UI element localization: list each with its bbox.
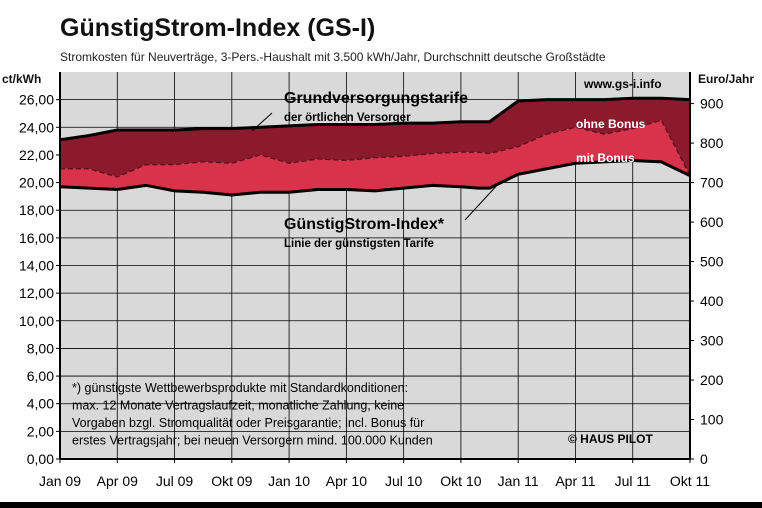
tick-label-left: 14,00: [19, 258, 54, 274]
tick-label-x: Apr 09: [97, 473, 138, 489]
annotation-gsi-title: GünstigStrom-Index*: [284, 216, 445, 233]
leader-grund: [251, 112, 273, 132]
logo-hauspilot: © HAUS PILOT: [568, 432, 654, 446]
tick-label-x: Jul 09: [156, 473, 194, 489]
tick-label-left: 22,00: [19, 147, 54, 163]
right-axis-unit: Euro/Jahr: [698, 72, 755, 86]
website-label: www.gs-i.info: [583, 77, 662, 91]
footnote-line: Vorgaben bzgl. Stromqualität oder Preisg…: [72, 416, 424, 430]
line-grundversorgung: [59, 96, 691, 142]
tick-label-x: Apr 11: [555, 473, 595, 489]
annotation-grund-title: Grundversorgungstarife: [284, 90, 468, 107]
tick-label-x: Jan 10: [268, 473, 310, 489]
tick-label-left: 0,00: [27, 451, 54, 467]
tick-label-left: 24,00: [19, 119, 54, 135]
tick-label-right: 200: [700, 372, 724, 388]
bottom-border: [0, 502, 762, 508]
footnote-line: max. 12 Monate Vertragslaufzeit, monatli…: [72, 399, 404, 413]
tick-label-left: 12,00: [19, 285, 54, 301]
tick-label-left: 4,00: [27, 396, 54, 412]
tick-label-right: 700: [700, 175, 724, 191]
tick-label-right: 0: [700, 451, 708, 467]
tick-label-right: 800: [700, 135, 724, 151]
tick-label-x: Jan 09: [39, 473, 81, 489]
tick-label-x: Apr 10: [326, 473, 367, 489]
leader-gsi: [464, 181, 501, 221]
label-mit-bonus: mit Bonus: [576, 151, 635, 165]
tick-label-right: 500: [700, 254, 724, 270]
tick-label-left: 20,00: [19, 175, 54, 191]
tick-label-x: Okt 11: [670, 473, 710, 489]
area-grundversorgung: [60, 98, 690, 178]
line-mit-bonus: [59, 158, 691, 197]
annotation-gsi-sub: Linie der günstigsten Tarife: [284, 238, 434, 250]
footnote-line: erstes Vertragsjahr; bei neuen Versorger…: [72, 434, 433, 448]
tick-label-right: 400: [700, 293, 724, 309]
footnote-line: *) günstigste Wettbewerbsprodukte mit St…: [72, 381, 408, 395]
tick-label-right: 100: [700, 412, 724, 428]
chart-title: GünstigStrom-Index (GS-I): [60, 14, 376, 42]
label-ohne-bonus: ohne Bonus: [576, 117, 646, 131]
chart-subtitle: Stromkosten für Neuverträge, 3-Pers.-Hau…: [60, 50, 606, 64]
tick-label-left: 16,00: [19, 230, 54, 246]
left-axis-unit: ct/kWh: [2, 72, 42, 86]
tick-label-left: 18,00: [19, 202, 54, 218]
line-ohne-bonus: [60, 119, 691, 178]
tick-label-right: 300: [700, 333, 724, 349]
tick-label-x: Jan 11: [498, 473, 539, 489]
tick-label-x: Okt 10: [440, 473, 481, 489]
tick-label-left: 6,00: [27, 368, 54, 384]
tick-label-left: 10,00: [19, 313, 54, 329]
tick-label-left: 8,00: [27, 340, 54, 356]
tick-label-right: 900: [700, 96, 724, 112]
tick-label-left: 26,00: [19, 92, 54, 108]
tick-label-x: Okt 09: [211, 473, 252, 489]
tick-label-left: 2,00: [27, 423, 54, 439]
annotation-grund-sub: der örtlichen Versorger: [284, 112, 411, 124]
tick-label-x: Jul 10: [385, 473, 423, 489]
tick-label-x: Jul 11: [615, 473, 652, 489]
tick-label-right: 600: [700, 214, 724, 230]
